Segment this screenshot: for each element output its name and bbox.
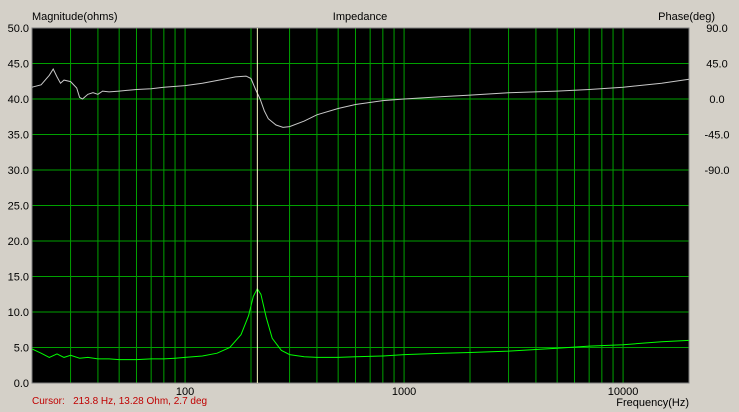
cursor-readout: Cursor: 213.8 Hz, 13.28 Ohm, 2.7 deg xyxy=(32,396,208,407)
x-tick-label: 100 xyxy=(176,386,194,398)
left-tick-label: 40.0 xyxy=(8,94,29,106)
x-tick-label: 1000 xyxy=(392,386,416,398)
right-tick-label: 45.0 xyxy=(706,59,727,71)
left-tick-label: 50.0 xyxy=(8,23,29,35)
chart-title: Impedance xyxy=(333,11,387,23)
left-axis-label: Magnitude(ohms) xyxy=(32,11,118,23)
x-tick-label: 10000 xyxy=(608,386,639,398)
magnitude-series-line xyxy=(31,287,690,361)
left-tick-label: 5.0 xyxy=(14,343,29,355)
right-tick-label: 90.0 xyxy=(706,23,727,35)
tick-labels: 50.0 45.0 40.0 35.0 30.0 25.0 20.0 15.0 10.0 5.0 0… xyxy=(8,23,730,398)
plot-frame xyxy=(31,27,690,384)
left-tick-label: 10.0 xyxy=(8,307,29,319)
phase-series-line xyxy=(31,67,690,128)
grid xyxy=(31,27,690,384)
left-tick-label: 20.0 xyxy=(8,236,29,248)
left-tick-label: 30.0 xyxy=(8,165,29,177)
left-tick-label: 25.0 xyxy=(8,201,29,213)
left-tick-label: 15.0 xyxy=(8,272,29,284)
right-tick-label: -45.0 xyxy=(704,130,729,142)
right-tick-label: -90.0 xyxy=(704,165,729,177)
left-tick-label: 45.0 xyxy=(8,59,29,71)
left-tick-label: 35.0 xyxy=(8,130,29,142)
right-axis-label: Phase(deg) xyxy=(658,11,715,23)
left-tick-label: 0.0 xyxy=(14,378,29,390)
x-axis-label: Frequency(Hz) xyxy=(616,397,689,409)
right-tick-label: 0.0 xyxy=(709,94,724,106)
series-layer xyxy=(31,67,690,361)
